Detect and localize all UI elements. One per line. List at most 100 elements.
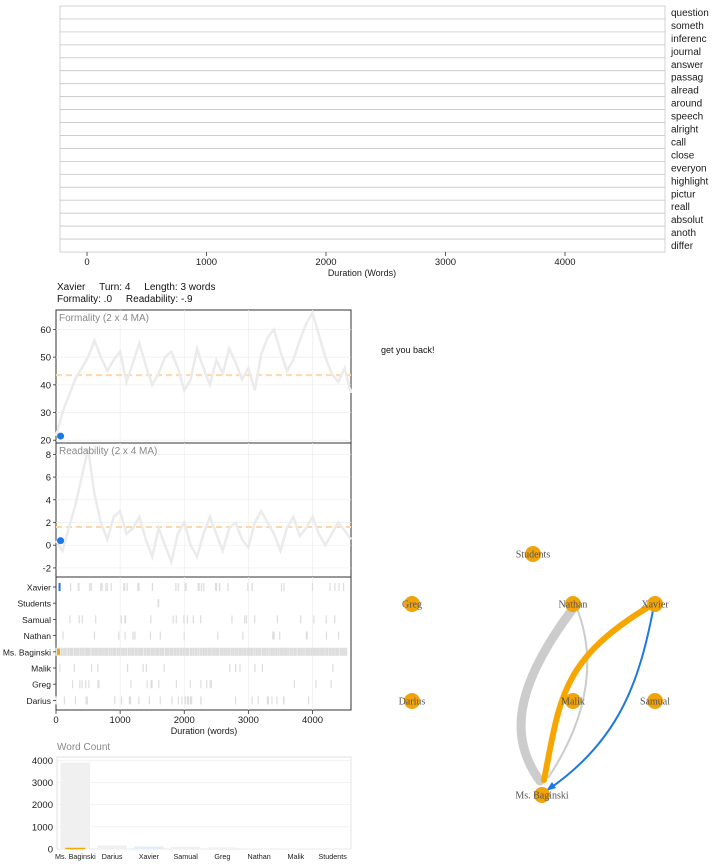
word-track-label: alright	[671, 125, 698, 136]
bar-category-label: Samual	[173, 852, 198, 861]
network-node-greg	[404, 596, 420, 612]
network-node-label: Greg	[402, 600, 422, 611]
info-turn: Turn: 4	[99, 282, 131, 293]
network-node-label: Ms. Baginski	[515, 791, 569, 802]
formality-current-point	[57, 432, 65, 440]
timeline-speaker-label: Students	[17, 599, 51, 609]
word-track-row	[59, 148, 666, 162]
timeline-frame	[55, 576, 352, 711]
timeline-x-tick-label: 1000	[110, 715, 131, 726]
word-track-label: journal	[670, 47, 701, 58]
info-readability: Readability: -.9	[125, 294, 193, 305]
readability-current-point	[57, 537, 65, 545]
info-line-1: Xavier Turn: 4 Length: 3 words	[57, 282, 215, 293]
timeline-prev-speaker-mark	[57, 648, 60, 655]
readability-frame	[55, 442, 352, 578]
readability-title: Readability (2 x 4 MA)	[59, 446, 157, 457]
network-node-label: Xavier	[641, 600, 669, 611]
word-track-label: highlight	[671, 176, 708, 187]
word-track-row	[59, 135, 666, 149]
bar-y-tick-label: 2000	[32, 800, 53, 811]
network-node-label: Nathan	[559, 600, 588, 611]
network-node-xavier	[647, 596, 663, 612]
panel-y-tick-label: 40	[40, 380, 51, 391]
formality-panel: 20 30 40 50 60 Formality (2 x 4 MA)	[40, 309, 353, 447]
bar-y-tick-label: 4000	[32, 756, 53, 767]
word-track-tick-label: 0	[84, 257, 89, 268]
timeline-speaker-label: Greg	[32, 680, 51, 690]
timeline-x-tick-label: 2000	[174, 715, 195, 726]
bar-category-label: Ms. Baginski	[55, 852, 96, 861]
timeline-speaker-label: Nathan	[24, 631, 52, 641]
word-track-row	[59, 122, 666, 136]
timeline-x-tick-label: 0	[53, 715, 58, 726]
timeline-speaker-label: Samual	[22, 615, 51, 625]
word-count-panel: Word Count 0 1000 2000 3000 4000 Ms. Baginski…	[32, 742, 352, 861]
edge-arrowhead	[546, 782, 556, 791]
word-track-label: reall	[671, 202, 690, 213]
edge-xavier-msbaginski	[548, 604, 655, 790]
word-track-row	[59, 5, 666, 20]
word-track-row	[59, 18, 666, 33]
bar-samual	[170, 847, 201, 849]
network-node-students	[525, 546, 541, 562]
edge-msbaginski-nathan	[516, 605, 577, 786]
bar-category-label: Malik	[287, 852, 304, 861]
word-track-label: around	[671, 99, 702, 110]
panel-y-tick-label: 4	[46, 495, 51, 506]
word-count-title: Word Count	[57, 742, 110, 753]
network-node-label: Malik	[561, 697, 585, 708]
word-track-label: passag	[671, 73, 703, 84]
network-node-darius	[404, 693, 420, 709]
word-track-row	[59, 173, 666, 188]
word-track-row	[59, 70, 666, 85]
edge-msbaginski-xavier	[541, 603, 653, 783]
word-track-label: anoth	[671, 228, 696, 239]
panel-y-tick-label: 30	[40, 408, 51, 419]
word-track-row	[59, 57, 666, 72]
info-line-2: Formality: .0 Readability: -.9	[57, 294, 193, 305]
word-track-label: close	[671, 150, 695, 161]
word-track-row	[59, 44, 666, 59]
word-track-row	[59, 109, 666, 123]
panel-y-tick-label: 60	[40, 325, 51, 336]
word-track-row	[59, 199, 666, 214]
timeline-speaker-label: Xavier	[27, 583, 51, 593]
timeline-speaker-label: Darius	[26, 696, 51, 706]
word-track-label: absolut	[671, 215, 703, 226]
panel-y-tick-label: 20	[40, 436, 51, 447]
word-track-panel: question someth inferenc journal answer passa…	[59, 5, 709, 278]
bar-ms-baginski	[60, 762, 91, 849]
word-track-label: call	[671, 137, 686, 148]
word-track-label: speech	[671, 112, 703, 123]
formality-frame	[55, 309, 352, 444]
word-track-tick-label: 2000	[315, 257, 336, 268]
bar-category-label: Students	[318, 852, 347, 861]
network-node-nathan	[565, 596, 581, 612]
bar-y-tick-label: 1000	[32, 822, 53, 833]
word-track-row	[59, 212, 666, 227]
word-track-label: pictur	[671, 189, 696, 200]
panel-y-tick-label: -2	[43, 563, 51, 574]
bar-greg	[207, 847, 238, 849]
timeline-x-tick-label: 4000	[302, 715, 323, 726]
timeline-x-tick-label: 3000	[238, 715, 259, 726]
word-track-xlabel: Duration (Words)	[328, 268, 396, 278]
word-track-label: inferenc	[671, 34, 707, 45]
network-node-label: Darius	[399, 697, 426, 708]
word-track-label: everyon	[671, 163, 707, 174]
bar-category-label: Xavier	[139, 852, 160, 861]
word-track-label: question	[671, 8, 709, 19]
formality-series-line	[54, 309, 353, 437]
word-track-label: answer	[671, 60, 704, 71]
panel-y-tick-label: 50	[40, 353, 51, 364]
timeline-speaker-label: Ms. Baginski	[3, 647, 51, 657]
network-node-samual	[647, 693, 663, 709]
network-node-ms-baginski	[534, 787, 550, 803]
info-speaker: Xavier	[57, 282, 86, 293]
network-node-malik	[565, 693, 581, 709]
speaker-timeline-panel: Xavier Students Samual Nathan Ms. Baginski Ma…	[3, 576, 352, 736]
formality-title: Formality (2 x 4 MA)	[59, 313, 149, 324]
bar-category-label: Darius	[102, 852, 123, 861]
